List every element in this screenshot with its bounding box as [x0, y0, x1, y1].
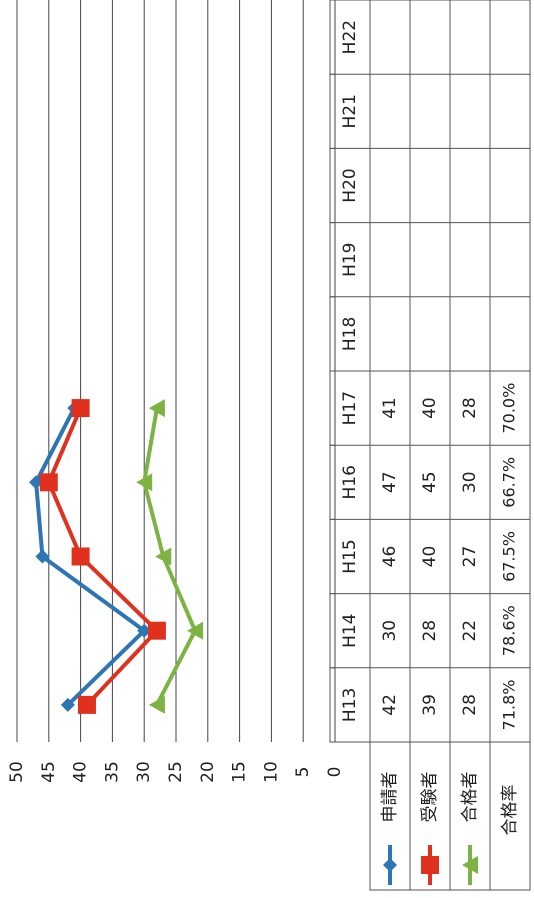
point — [147, 621, 166, 640]
point — [383, 858, 397, 872]
rate-value: 67.5% — [500, 531, 519, 582]
table-value: 47 — [380, 471, 400, 493]
point — [421, 856, 439, 874]
point — [71, 547, 90, 566]
category-label: H20 — [340, 168, 360, 202]
table-value: 30 — [460, 471, 480, 493]
point — [35, 549, 50, 564]
category-label: H15 — [340, 539, 360, 573]
point — [39, 473, 58, 492]
table-value: 41 — [380, 397, 400, 419]
y-tick-label: 10 — [261, 761, 281, 783]
category-label: H13 — [340, 688, 360, 722]
table-value: 45 — [420, 471, 440, 493]
table-value: 40 — [420, 546, 440, 568]
y-tick-label: 15 — [230, 761, 250, 783]
point — [148, 399, 165, 418]
point — [462, 856, 478, 874]
legend-label: 申請者 — [380, 772, 400, 823]
table-value: 28 — [460, 397, 480, 419]
table-value: 30 — [380, 620, 400, 642]
y-tick-label: 20 — [198, 761, 218, 783]
rate-value: 70.0% — [500, 383, 519, 434]
rate-value: 66.7% — [500, 457, 519, 508]
legend-label: 受験者 — [420, 772, 440, 823]
y-tick-label: 25 — [166, 761, 186, 783]
table-value: 40 — [420, 397, 440, 419]
y-tick-label: 30 — [134, 761, 154, 783]
rate-value: 71.8% — [500, 679, 519, 730]
category-label: H14 — [340, 613, 360, 647]
y-tick-label: 50 — [7, 761, 27, 783]
category-label: H18 — [340, 317, 360, 351]
y-tick-label: 45 — [39, 761, 59, 783]
point — [71, 399, 90, 418]
series-line — [46, 407, 160, 707]
point — [187, 621, 204, 640]
point — [155, 547, 172, 566]
y-tick-label: 35 — [102, 761, 122, 783]
table-value: 39 — [420, 694, 440, 716]
rate-value: 78.6% — [500, 605, 519, 656]
y-tick-label: 40 — [71, 761, 91, 783]
legend-label: 合格者 — [460, 772, 480, 823]
table-value: 42 — [380, 694, 400, 716]
table-value: 27 — [460, 546, 480, 568]
point — [148, 695, 165, 714]
category-label: H21 — [340, 94, 360, 128]
rate-label: 合格率 — [500, 785, 520, 836]
point — [29, 475, 44, 490]
point — [137, 623, 152, 638]
point — [136, 473, 153, 492]
table-value: 46 — [380, 546, 400, 568]
table-value: 28 — [460, 694, 480, 716]
y-tick-label: 5 — [293, 767, 313, 778]
category-label: H17 — [340, 391, 360, 425]
category-label: H22 — [340, 20, 360, 54]
y-tick-label: 0 — [325, 767, 345, 778]
point — [60, 697, 75, 712]
category-label: H16 — [340, 465, 360, 499]
table-value: 28 — [420, 620, 440, 642]
table-value: 22 — [460, 620, 480, 642]
category-label: H19 — [340, 242, 360, 276]
point — [77, 695, 96, 714]
